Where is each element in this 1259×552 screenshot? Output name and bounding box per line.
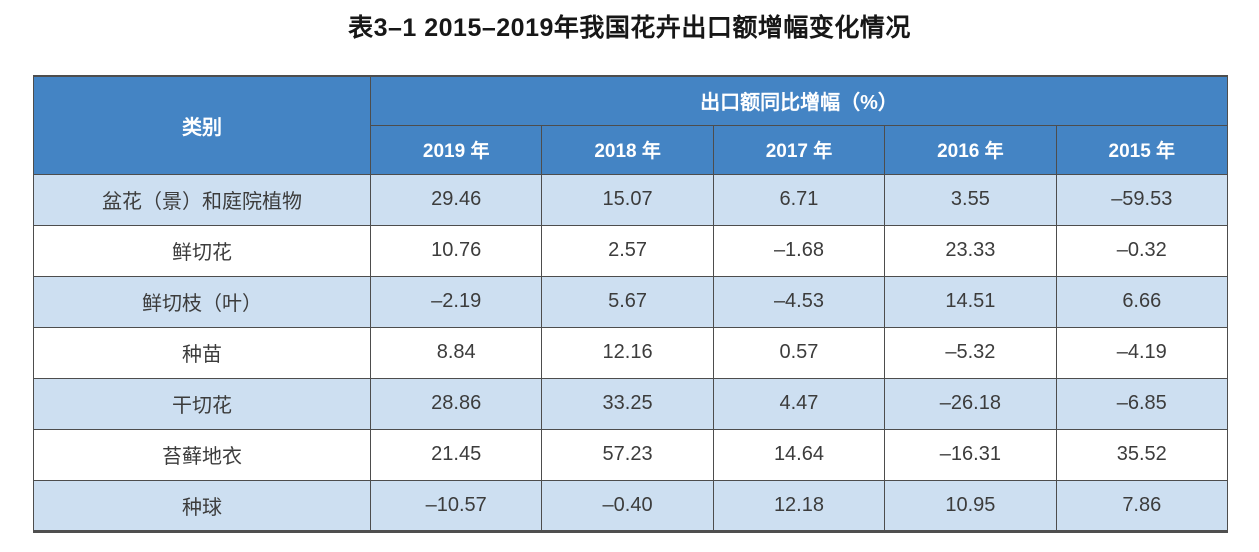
table-header-row-years: 2019 年 2018 年 2017 年 2016 年 2015 年 [34,124,1229,175]
value-cell: –2.19 [369,275,543,328]
header-year-2019: 2019 年 [369,124,543,175]
category-cell: 种球 [33,479,371,532]
table-row: 鲜切花 10.76 2.57 –1.68 23.33 –0.32 [33,224,1229,277]
category-cell: 鲜切枝（叶） [33,275,371,328]
value-cell: –4.53 [712,275,886,328]
value-cell: –1.68 [712,224,886,277]
table-header: 类别 出口额同比增幅（%） 2019 年 2018 年 2017 年 2016 … [33,75,1229,175]
value-cell: –59.53 [1055,173,1229,226]
value-cell: 14.64 [712,428,886,481]
value-cell: 10.76 [369,224,543,277]
value-cell: –10.57 [369,479,543,532]
table-body: 盆花（景）和庭院植物 29.46 15.07 6.71 3.55 –59.53 … [33,173,1229,532]
value-cell: 0.57 [712,326,886,379]
value-cell: 33.25 [541,377,714,430]
value-cell: 23.33 [884,224,1057,277]
table-caption: 表3–1 2015–2019年我国花卉出口额增幅变化情况 [348,14,911,42]
value-cell: –6.85 [1055,377,1229,430]
header-year-2017: 2017 年 [712,124,886,175]
table-row: 盆花（景）和庭院植物 29.46 15.07 6.71 3.55 –59.53 [33,173,1229,226]
value-cell: 12.16 [541,326,714,379]
value-cell: 6.71 [712,173,886,226]
value-cell: –0.40 [541,479,714,532]
category-cell: 盆花（景）和庭院植物 [33,173,371,226]
value-cell: 6.66 [1055,275,1229,328]
table-row: 鲜切枝（叶） –2.19 5.67 –4.53 14.51 6.66 [33,275,1229,328]
value-cell: –0.32 [1055,224,1229,277]
table-row: 干切花 28.86 33.25 4.47 –26.18 –6.85 [33,377,1229,430]
value-cell: 2.57 [541,224,714,277]
table-header-row-group: 类别 出口额同比增幅（%） [33,75,1228,175]
table-row: 苔藓地衣 21.45 57.23 14.64 –16.31 35.52 [33,428,1229,481]
header-export-growth-group: 出口额同比增幅（%） [370,75,1228,126]
value-cell: 12.18 [712,479,886,532]
value-cell: 29.46 [369,173,543,226]
value-cell: 7.86 [1055,479,1229,532]
header-year-2016: 2016 年 [884,124,1057,175]
header-year-2018: 2018 年 [541,124,714,175]
value-cell: 10.95 [884,479,1057,532]
value-cell: 3.55 [884,173,1057,226]
category-cell: 种苗 [33,326,371,379]
category-cell: 苔藓地衣 [33,428,371,481]
value-cell: 5.67 [541,275,714,328]
category-cell: 干切花 [33,377,371,430]
value-cell: 57.23 [541,428,714,481]
value-cell: –26.18 [884,377,1057,430]
category-cell: 鲜切花 [33,224,371,277]
header-year-2015: 2015 年 [1055,124,1229,175]
value-cell: 21.45 [369,428,543,481]
value-cell: 35.52 [1055,428,1229,481]
value-cell: 28.86 [369,377,543,430]
value-cell: –16.31 [884,428,1057,481]
value-cell: –5.32 [884,326,1057,379]
value-cell: 14.51 [884,275,1057,328]
table-row: 种苗 8.84 12.16 0.57 –5.32 –4.19 [33,326,1229,379]
value-cell: –4.19 [1055,326,1229,379]
value-cell: 8.84 [369,326,543,379]
value-cell: 4.47 [712,377,886,430]
header-category: 类别 [33,75,371,175]
table-row: 种球 –10.57 –0.40 12.18 10.95 7.86 [33,479,1229,532]
flower-export-growth-table: 类别 出口额同比增幅（%） 2019 年 2018 年 2017 年 2016 … [33,75,1229,533]
value-cell: 15.07 [541,173,714,226]
